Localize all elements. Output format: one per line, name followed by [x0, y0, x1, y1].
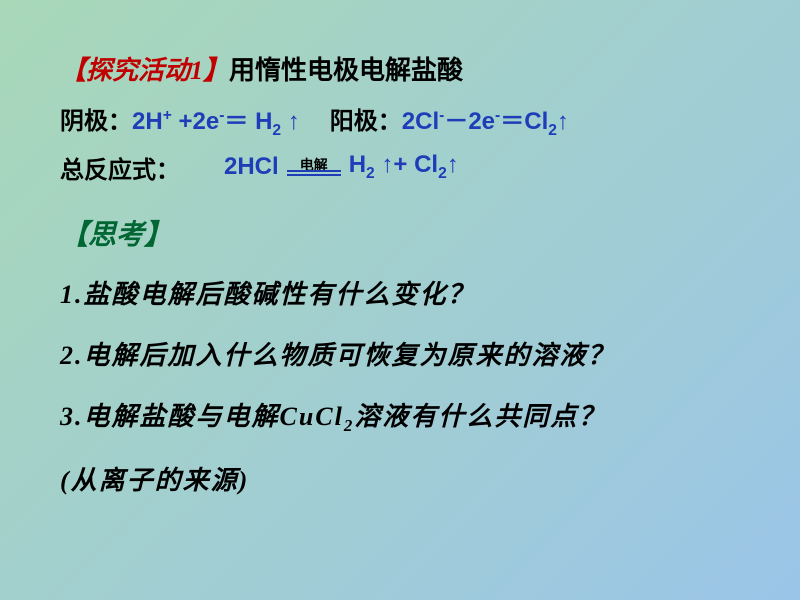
- question-2: 2.电解后加入什么物质可恢复为原来的溶液？: [60, 336, 740, 375]
- anode-rhs: Cl: [524, 108, 548, 135]
- cathode-rhs-sub: 2: [272, 122, 281, 139]
- rhs-cl2-sub: 2: [438, 165, 447, 182]
- thinking-text: 思考: [88, 220, 144, 251]
- thinking-heading: 【思考】: [60, 213, 740, 253]
- overall-equation: 2HCl 电解 H2 ↑+ Cl2↑: [184, 151, 459, 183]
- reaction-lines-icon: [287, 170, 341, 176]
- anode-eq: ＝: [500, 108, 524, 135]
- anode-label: 阳极：: [330, 108, 402, 135]
- rhs-h2-sub: 2: [366, 165, 375, 182]
- rhs-h2-arrow: ↑: [375, 151, 394, 178]
- overall-reaction-line: 总反应式： 2HCl 电解 H2 ↑+ Cl2↑: [60, 150, 740, 185]
- slide-content: 【探究活动1】用惰性电极电解盐酸 阴极：2H+ +2e-＝ H2 ↑阳极：2Cl…: [0, 0, 800, 537]
- activity-bracket-close: 】: [203, 56, 229, 85]
- cathode-eq: ＝: [224, 108, 255, 135]
- cathode-species: 2H: [132, 108, 163, 135]
- rhs-cl2-arrow: ↑: [447, 151, 459, 178]
- anode-arrow: ↑: [557, 108, 569, 135]
- anode-rhs-sub: 2: [548, 122, 557, 139]
- question-3-note: (从离子的来源): [60, 460, 740, 497]
- q3-post: 溶液有什么共同点？: [354, 402, 606, 431]
- cathode-label: 阴极：: [60, 108, 132, 135]
- activity-bracket-open: 【: [60, 56, 86, 85]
- overall-lhs: 2HCl: [224, 153, 279, 181]
- question-3: 3.电解盐酸与电解CuCl2溶液有什么共同点？: [60, 397, 740, 439]
- cathode-sup: +: [163, 107, 172, 124]
- overall-rhs: H2 ↑+ Cl2↑: [349, 151, 459, 183]
- cathode-arrow: ↑: [281, 108, 300, 135]
- rhs-plus: +: [393, 151, 414, 178]
- activity-title: 探究活动1: [86, 56, 203, 85]
- cathode-equation: 2H+ +2e-＝ H2 ↑: [132, 108, 300, 135]
- rhs-cl2: Cl: [414, 151, 438, 178]
- activity-description: 用惰性电极电解盐酸: [229, 55, 463, 85]
- electrode-reactions: 阴极：2H+ +2e-＝ H2 ↑阳极：2Cl-－2e-＝Cl2↑: [60, 101, 740, 140]
- overall-label: 总反应式：: [60, 150, 180, 185]
- anode-equation: 2Cl-－2e-＝Cl2↑: [402, 108, 569, 135]
- thinking-bracket-open: 【: [60, 220, 88, 251]
- anode-minus: －2e: [444, 108, 495, 135]
- cathode-plus: +2e: [172, 108, 219, 135]
- q3-sub: 2: [344, 416, 354, 435]
- question-1: 1.盐酸电解后酸碱性有什么变化？: [60, 275, 740, 314]
- reaction-arrow: 电解: [287, 158, 341, 176]
- q3-pre: 3.电解盐酸与电解CuCl: [60, 402, 344, 431]
- rhs-h2: H: [349, 151, 366, 178]
- activity-title-line: 【探究活动1】用惰性电极电解盐酸: [60, 50, 740, 87]
- thinking-bracket-close: 】: [144, 220, 172, 251]
- cathode-rhs: H: [255, 108, 272, 135]
- anode-species: 2Cl: [402, 108, 439, 135]
